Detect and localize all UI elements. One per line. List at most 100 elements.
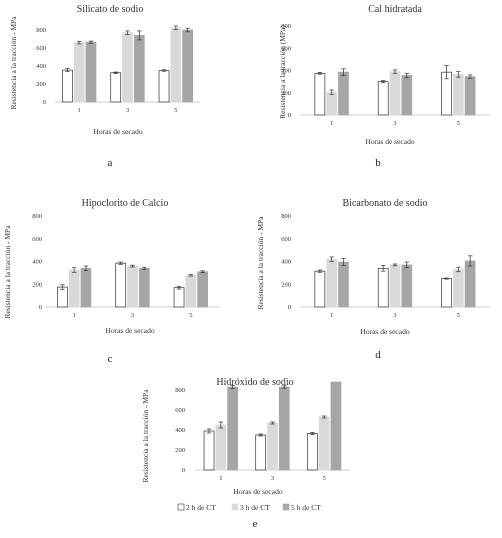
panel-a-bar-s0-c0 <box>62 69 73 103</box>
panel-c-ytick-3: 600 <box>32 236 42 243</box>
panel-a-bar-s2-c0 <box>85 41 97 103</box>
panel-d-bar-s2-c0 <box>338 261 349 308</box>
panel-a-title: Silicato de sodio <box>77 4 144 15</box>
panel-d-ytick-4: 800 <box>281 213 291 220</box>
legend-swatch-3h <box>231 503 239 511</box>
panel-a-bar-s1-c0 <box>73 42 85 103</box>
panel-b-ytick-0: 0 <box>288 112 291 119</box>
panel-b-xtick-0: 1 <box>330 120 333 127</box>
panel-e-bar-s0-c0 <box>203 430 215 471</box>
panel-a-xtick-2: 5 <box>174 107 177 114</box>
panel-c-xtick-2: 5 <box>189 312 192 319</box>
panel-a-ylabel: Resistencia a la tracción - MPa <box>9 16 18 110</box>
panel-c-ytick-1: 200 <box>32 281 42 288</box>
panel-c-bar-s1-c0 <box>68 269 80 308</box>
panel-e-xtick-0: 1 <box>219 475 222 482</box>
panel-d-bar-s2-c2 <box>464 260 476 308</box>
panel-e-bar-s2-c1 <box>278 386 290 471</box>
panel-e-bar-s2-c0 <box>227 386 238 471</box>
panel-d-bicarbonato-de-sodio: Bicarbonato de sodio Resistencia a la tr… <box>256 198 490 361</box>
panel-b-ylabel: Resistencia a la tracción (MPa) <box>278 25 287 119</box>
panel-a-ytick-4: 800 <box>36 27 46 34</box>
panel-b-bar-s1-c2 <box>452 74 464 116</box>
panel-a-bar-s2-c2 <box>182 29 193 103</box>
panel-c-hipoclorito-de-calcio: Hipoclorito de Calcio Resistencia a la t… <box>3 198 220 365</box>
panel-d-ylabel: Resistencia a la tracción - MPa <box>256 216 265 310</box>
panel-d-xtick-0: 1 <box>330 312 333 319</box>
panel-a-ytick-1: 200 <box>36 81 46 88</box>
panel-c-bar-s0-c0 <box>57 286 68 308</box>
panel-b-title: Cal hidratada <box>368 4 422 15</box>
panel-b-bar-s1-c0 <box>326 91 338 116</box>
panel-e-ytick-1: 200 <box>175 447 185 454</box>
panel-e-bar-s1-c2 <box>318 416 330 471</box>
panel-c-ytick-0: 0 <box>39 304 42 311</box>
panel-e-ytick-4: 800 <box>175 387 185 394</box>
panel-a-bar-s0-c2 <box>158 70 170 103</box>
panel-a-ytick-0: 0 <box>43 99 46 106</box>
panel-c-bar-s0-c2 <box>173 287 185 308</box>
panel-b-ytick-1: 200 <box>281 90 291 97</box>
panel-b-bar-s1-c1 <box>389 71 401 116</box>
panel-a-xlabel: Horas de secado <box>93 127 142 136</box>
panel-c-bar-s2-c0 <box>80 267 92 308</box>
panel-d-xtick-2: 5 <box>457 312 460 319</box>
panel-b-cal-hidratada: Cal hidratada Resistencia a la tracción … <box>278 4 490 169</box>
panel-d-letter: d <box>375 349 381 361</box>
panel-c-bar-s2-c2 <box>197 271 208 308</box>
panel-c-xlabel: Horas de secado <box>105 326 154 335</box>
panel-d-bar-s1-c0 <box>326 258 338 308</box>
panel-c-ytick-4: 800 <box>32 213 42 220</box>
panel-d-bar-s1-c2 <box>452 269 464 308</box>
panel-c-letter: c <box>108 353 113 365</box>
panel-e-xtick-1: 3 <box>271 475 274 482</box>
panel-a-bar-s1-c1 <box>122 32 133 103</box>
panel-a-bar-s0-c1 <box>110 72 122 103</box>
panel-c-bar-s0-c1 <box>115 262 127 308</box>
legend-swatch-5h <box>282 503 290 511</box>
panel-c-bar-s2-c1 <box>138 267 150 308</box>
panel-d-bar-s2-c1 <box>401 264 413 308</box>
panel-c-bar-s1-c1 <box>127 265 138 308</box>
panel-d-bar-s0-c2 <box>441 278 452 308</box>
panel-b-bar-s2-c1 <box>401 75 413 116</box>
panel-e-hidroxido-de-sodio: Hidróxido de sodio Resistencia a la trac… <box>141 377 350 530</box>
panel-a-bar-s1-c2 <box>170 27 182 103</box>
panel-b-bar-s2-c0 <box>338 71 349 116</box>
panel-b-bar-s2-c2 <box>464 76 476 116</box>
panel-a-letter: a <box>108 157 113 169</box>
panel-b-xtick-1: 3 <box>393 120 396 127</box>
legend-label-3h: 3 h de CT <box>240 503 270 512</box>
legend-swatch-2h <box>177 503 185 511</box>
panel-b-xlabel: Horas de secado <box>365 137 414 146</box>
panel-e-bar-s2-c2 <box>330 381 342 471</box>
panel-c-ytick-2: 400 <box>32 259 42 266</box>
panel-e-title: Hidróxido de sodio <box>216 377 293 388</box>
panel-e-xlabel: Horas de secado <box>233 487 282 496</box>
panel-b-letter: b <box>375 157 381 169</box>
panel-b-bar-s0-c1 <box>377 81 389 116</box>
panel-e-bar-s1-c0 <box>215 424 227 471</box>
panel-e-ytick-2: 400 <box>175 427 185 434</box>
panel-e-bar-s0-c1 <box>255 434 267 471</box>
panel-c-bar-s1-c2 <box>185 274 197 308</box>
panel-b-bar-s0-c0 <box>314 72 326 116</box>
panel-d-title: Bicarbonato de sodio <box>343 198 428 209</box>
panel-a-xtick-0: 1 <box>78 107 81 114</box>
panel-d-ytick-3: 600 <box>281 236 291 243</box>
panel-c-ylabel: Resistencia a la tracción - MPa <box>3 225 12 319</box>
panel-a-xtick-1: 3 <box>126 107 129 114</box>
panel-d-bar-s0-c0 <box>314 270 326 308</box>
panel-a-ytick-3: 600 <box>36 45 46 52</box>
panel-a-silicato-de-sodio: Silicato de sodio Resistencia a la tracc… <box>9 4 200 169</box>
legend: 2 h de CT 3 h de CT 5 h de CT <box>177 503 321 512</box>
panel-c-title: Hipoclorito de Calcio <box>82 198 169 209</box>
panel-b-ytick-3: 600 <box>281 45 291 52</box>
panel-d-ytick-1: 200 <box>281 281 291 288</box>
panel-e-bar-s1-c1 <box>267 422 278 471</box>
panel-e-ytick-0: 0 <box>182 467 185 474</box>
panel-d-bar-s0-c1 <box>377 267 389 308</box>
panel-c-xtick-0: 1 <box>73 312 76 319</box>
panel-b-ytick-2: 400 <box>281 68 291 75</box>
